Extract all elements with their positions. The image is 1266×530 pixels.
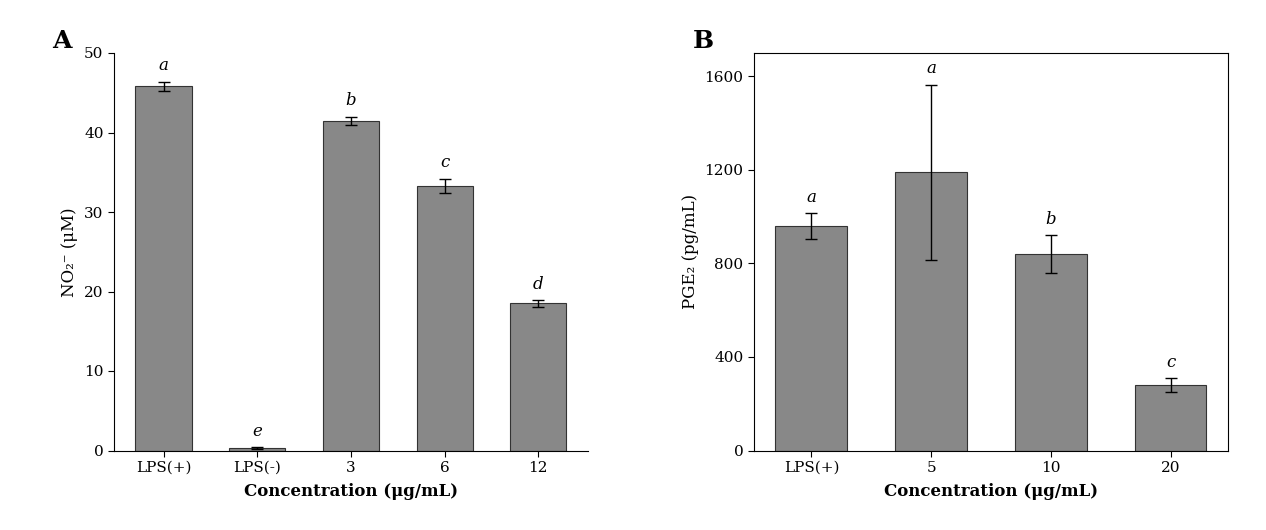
Text: a: a (806, 189, 817, 206)
Y-axis label: NO₂⁻ (μM): NO₂⁻ (μM) (62, 207, 78, 297)
Text: A: A (52, 29, 72, 53)
Bar (323, 120, 379, 450)
Text: b: b (1046, 211, 1056, 228)
Text: B: B (693, 29, 714, 53)
Bar (1015, 254, 1086, 450)
Text: e: e (252, 423, 262, 440)
Bar (229, 448, 285, 450)
Bar (776, 226, 847, 450)
Text: a: a (158, 57, 168, 75)
Text: a: a (927, 60, 936, 77)
Text: c: c (1166, 354, 1175, 371)
Bar (510, 303, 566, 450)
Bar (895, 172, 967, 450)
Text: d: d (533, 276, 543, 293)
X-axis label: Concentration (μg/mL): Concentration (μg/mL) (244, 483, 458, 500)
Text: c: c (441, 154, 449, 172)
Bar (135, 86, 191, 450)
Text: b: b (346, 92, 356, 110)
Bar (1134, 385, 1206, 450)
Y-axis label: PGE₂ (pg/mL): PGE₂ (pg/mL) (682, 194, 699, 310)
X-axis label: Concentration (μg/mL): Concentration (μg/mL) (884, 483, 1098, 500)
Bar (417, 186, 472, 450)
